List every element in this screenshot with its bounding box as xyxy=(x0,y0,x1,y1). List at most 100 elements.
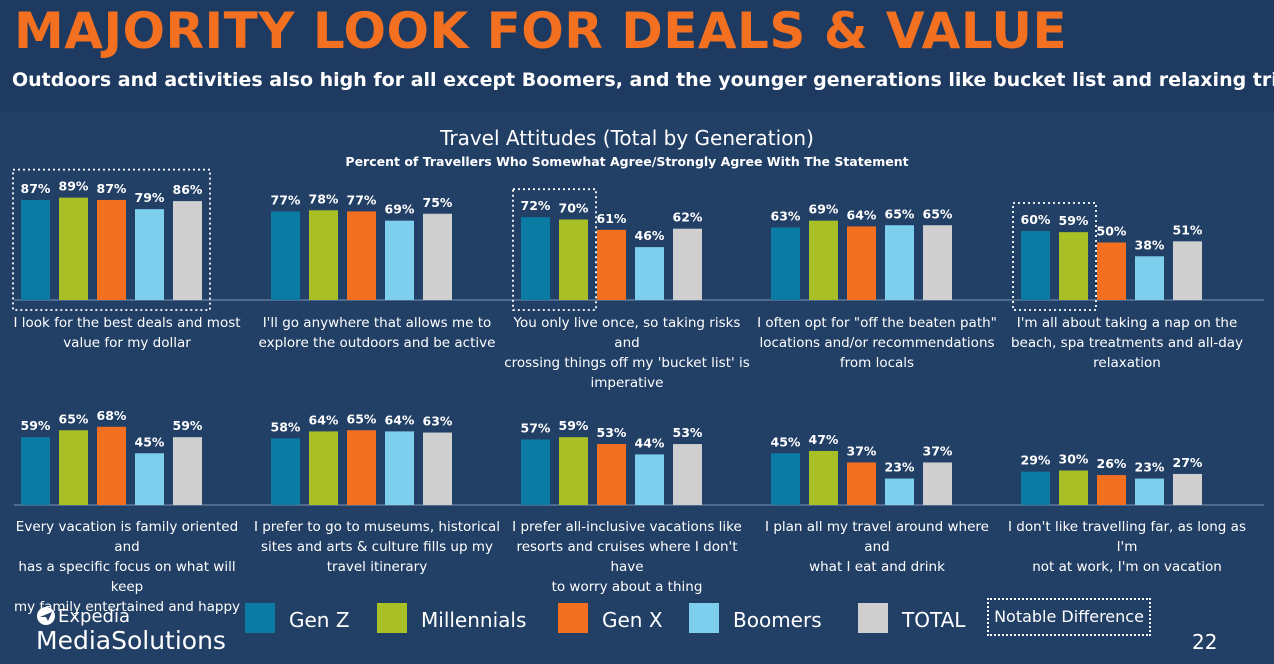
category-label-line: explore the outdoors and be active xyxy=(258,335,496,351)
data-label: 68% xyxy=(97,408,127,423)
expedia-plane-icon xyxy=(37,607,55,625)
bar xyxy=(347,430,376,505)
category-label-line: beach, spa treatments and all-day xyxy=(1010,335,1244,351)
bar xyxy=(135,209,164,300)
category-label: I prefer all-inclusive vacations like res… xyxy=(502,517,752,597)
data-label: 63% xyxy=(423,414,453,429)
bar xyxy=(809,450,838,505)
data-label: 89% xyxy=(59,179,89,194)
data-label: 29% xyxy=(1021,453,1051,468)
bar xyxy=(635,454,664,505)
bar xyxy=(1173,241,1202,300)
bar xyxy=(521,439,550,505)
data-label: 65% xyxy=(59,411,89,426)
bar xyxy=(309,210,338,300)
chart-subtitle: Percent of Travellers Who Somewhat Agree… xyxy=(345,154,909,169)
notable-difference-box xyxy=(12,168,211,311)
data-label: 75% xyxy=(423,195,453,210)
bar xyxy=(597,229,626,300)
bar xyxy=(271,438,300,505)
data-label: 60% xyxy=(1021,212,1051,227)
bar xyxy=(1097,242,1126,300)
category-label-line: value for my dollar xyxy=(63,335,191,351)
notable-difference-box xyxy=(512,188,597,311)
bar xyxy=(423,213,452,300)
category-label: I'm all about taking a nap on the beach, … xyxy=(1002,313,1252,373)
category-label-line: locations and/or recommendations xyxy=(759,335,995,351)
category-label-line: not at work, I'm on vacation xyxy=(1032,559,1222,575)
data-label: 70% xyxy=(559,201,589,216)
category-label-line: I prefer all-inclusive vacations like xyxy=(512,519,742,535)
page-title: MAJORITY LOOK FOR DEALS & VALUE xyxy=(14,2,1068,60)
legend-swatch xyxy=(245,603,275,633)
data-label: 37% xyxy=(847,443,877,458)
bar xyxy=(309,431,338,505)
bar xyxy=(771,453,800,505)
data-label: 77% xyxy=(347,192,377,207)
data-label: 69% xyxy=(809,202,839,217)
chart-title: Travel Attitudes (Total by Generation) xyxy=(440,126,814,150)
legend-swatch xyxy=(377,603,407,633)
bar xyxy=(771,227,800,300)
bar xyxy=(1097,475,1126,505)
category-label-line: I plan all my travel around where and xyxy=(765,519,989,555)
category-label-line: sites and arts & culture fills up my xyxy=(261,539,493,555)
data-label: 53% xyxy=(597,425,627,440)
bar xyxy=(385,431,414,505)
category-label-line: You only live once, so taking risks and xyxy=(513,315,741,351)
bar xyxy=(1021,231,1050,300)
bar xyxy=(673,228,702,300)
bar xyxy=(809,220,838,300)
page-subtitle: Outdoors and activities also high for al… xyxy=(12,69,1274,91)
category-label-line: has a specific focus on what will keep xyxy=(18,559,236,595)
data-label: 59% xyxy=(173,418,203,433)
category-label: I'll go anywhere that allows me to explor… xyxy=(252,313,502,353)
bar xyxy=(597,444,626,505)
data-label: 44% xyxy=(635,435,665,450)
bar xyxy=(923,462,952,505)
data-label: 77% xyxy=(271,192,301,207)
data-label: 45% xyxy=(771,434,801,449)
data-label: 64% xyxy=(847,207,877,222)
category-label-line: Every vacation is family oriented and xyxy=(15,519,239,555)
category-label-line: I often opt for "off the beaten path" xyxy=(757,315,997,331)
category-label: I often opt for "off the beaten path" loc… xyxy=(752,313,1002,373)
bar xyxy=(1173,473,1202,505)
data-label: 64% xyxy=(385,412,415,427)
data-label: 64% xyxy=(309,412,339,427)
data-label: 72% xyxy=(521,198,551,213)
legend-swatch xyxy=(858,603,888,633)
data-label: 86% xyxy=(173,182,203,197)
data-label: 27% xyxy=(1173,455,1203,470)
category-label: I look for the best deals and most value … xyxy=(2,313,252,353)
data-label: 30% xyxy=(1059,452,1089,467)
data-label: 53% xyxy=(673,425,703,440)
bar xyxy=(97,199,126,300)
data-label: 58% xyxy=(271,419,301,434)
bar xyxy=(385,220,414,300)
bar xyxy=(271,211,300,300)
category-label-line: I prefer to go to museums, historical xyxy=(253,519,501,535)
bar xyxy=(635,247,664,300)
legend-swatch xyxy=(558,603,588,633)
data-label: 46% xyxy=(635,228,665,243)
data-label: 37% xyxy=(923,443,953,458)
bar xyxy=(173,201,202,300)
notable-difference-box xyxy=(1012,202,1097,311)
bar xyxy=(1059,470,1088,505)
data-label: 78% xyxy=(309,191,339,206)
category-label-line: relaxation xyxy=(1093,355,1161,371)
bar xyxy=(673,444,702,505)
bar xyxy=(923,225,952,300)
data-label: 63% xyxy=(771,209,801,224)
category-label-line: resorts and cruises where I don't have xyxy=(516,539,738,575)
legend-label: Boomers xyxy=(733,608,822,632)
data-label: 65% xyxy=(923,206,953,221)
data-label: 45% xyxy=(135,434,165,449)
bar xyxy=(1135,256,1164,300)
category-label: You only live once, so taking risks and c… xyxy=(502,313,752,393)
data-label: 57% xyxy=(521,420,551,435)
data-label: 51% xyxy=(1173,222,1203,237)
data-label: 61% xyxy=(597,211,627,226)
data-label: 26% xyxy=(1097,456,1127,471)
